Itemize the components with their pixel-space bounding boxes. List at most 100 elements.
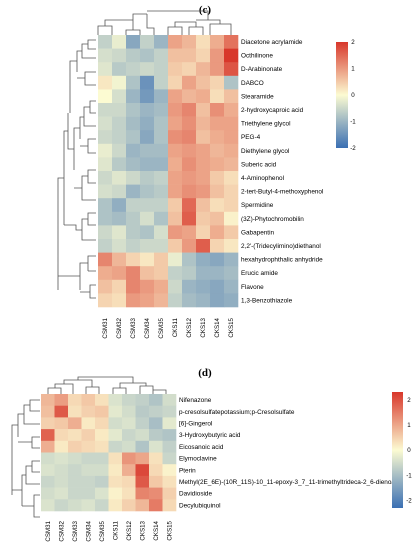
heatmap-cell [168, 225, 183, 240]
column-label: CSM33 [130, 317, 137, 338]
heatmap-cell [135, 475, 150, 488]
column-dendrogram-c [97, 10, 232, 35]
heatmap-cell [68, 475, 82, 488]
heatmap-cell [224, 225, 239, 240]
column-label: CSM32 [58, 520, 65, 541]
heatmap-cell [224, 252, 239, 267]
heatmap-cell [68, 417, 82, 430]
heatmap-cell [168, 130, 183, 145]
heatmap-cell [95, 452, 109, 465]
heatmap-cell [210, 130, 225, 145]
heatmap-cell [224, 157, 239, 172]
heatmap-cell [196, 62, 211, 77]
panel-label-c: (c) [199, 4, 212, 16]
heatmap-cell [154, 279, 169, 294]
heatmap-cell [224, 48, 239, 63]
heatmap-cell [81, 440, 96, 453]
heatmap-cell [168, 35, 183, 49]
heatmap-cell [41, 464, 55, 477]
heatmap-cell [224, 75, 239, 90]
heatmap-cell [122, 394, 136, 406]
row-label: Decylubiquinol [179, 502, 221, 509]
heatmap-cell [210, 211, 225, 226]
heatmap-cell [68, 440, 82, 453]
column-label: CKS13 [139, 520, 146, 540]
column-label: CKS12 [186, 317, 193, 337]
heatmap-cell [108, 487, 123, 500]
row-label: Gabapentin [241, 229, 274, 236]
heatmap-cell [126, 252, 141, 267]
heatmap-cell [112, 211, 127, 226]
heatmap-cell [140, 266, 155, 281]
heatmap-cell [210, 279, 225, 294]
heatmap-cell [81, 487, 96, 500]
heatmap-cell [168, 143, 183, 158]
heatmap-cell [41, 440, 55, 453]
heatmap-cell [108, 394, 123, 406]
heatmap-cell [112, 279, 127, 294]
heatmap-cell [98, 252, 113, 267]
heatmap-cell [41, 429, 55, 442]
heatmap-cell [41, 405, 55, 418]
colorbar-tick-label: -2 [350, 145, 356, 152]
heatmap-cell [108, 405, 123, 418]
heatmap-cell [154, 211, 169, 226]
heatmap-cell [162, 487, 177, 500]
colorbar-tick-label: 0 [407, 447, 411, 454]
heatmap-cell [126, 279, 141, 294]
heatmap-cell [196, 143, 211, 158]
row-label: Eicosanoic acid [179, 444, 224, 451]
heatmap-cell [81, 464, 96, 477]
heatmap-cell [41, 452, 55, 465]
heatmap-cell [210, 252, 225, 267]
heatmap-cell [54, 394, 69, 406]
row-label: Methyl(2E_6E)-(10R_11S)-10_11-epoxy-3_7_… [179, 479, 401, 486]
heatmap-cell [182, 157, 197, 172]
heatmap-cell [98, 279, 113, 294]
heatmap-cell [126, 171, 141, 185]
heatmap-cell [126, 130, 141, 145]
row-label: Triethylene glycol [241, 121, 291, 128]
heatmap-cell [182, 130, 197, 145]
row-label: 2,2'-(Tridecylimino)diethanol [241, 243, 321, 250]
heatmap-cell [154, 252, 169, 267]
colorbar-c [336, 42, 348, 148]
column-label: CKS14 [214, 317, 221, 337]
heatmap-cell [68, 405, 82, 418]
heatmap-cell [210, 35, 225, 49]
heatmap-cell [182, 198, 197, 213]
heatmap-cell [54, 464, 69, 477]
heatmap-cell [140, 103, 155, 117]
heatmap-cell [112, 89, 127, 104]
heatmap-cell [108, 452, 123, 465]
heatmap-cell [122, 417, 136, 430]
heatmap-cell [149, 452, 163, 465]
row-label: Octhilinone [241, 53, 273, 60]
heatmap-cell [154, 35, 169, 49]
heatmap-cell [112, 171, 127, 185]
heatmap-cell [154, 266, 169, 281]
column-label: CSM35 [99, 520, 106, 541]
heatmap-cell [81, 417, 96, 430]
heatmap-cell [108, 475, 123, 488]
heatmap-cell [54, 475, 69, 488]
heatmap-cell [112, 75, 127, 90]
heatmap-cell [154, 75, 169, 90]
heatmap-cell [140, 157, 155, 172]
heatmap-cell [112, 62, 127, 77]
heatmap-cell [54, 429, 69, 442]
row-label: PEG-4 [241, 134, 261, 141]
heatmap-cell [154, 184, 169, 199]
heatmap-cell [210, 48, 225, 63]
heatmap-cell [112, 239, 127, 253]
heatmap-cell [168, 198, 183, 213]
heatmap-cell [182, 143, 197, 158]
heatmap-cell [149, 405, 163, 418]
heatmap-cell [126, 89, 141, 104]
row-label: D-Arabinonate [241, 66, 283, 73]
heatmap-cell [98, 239, 113, 253]
heatmap-cell [98, 157, 113, 172]
heatmap-cell [210, 239, 225, 253]
colorbar-tick-label: -2 [406, 498, 412, 505]
